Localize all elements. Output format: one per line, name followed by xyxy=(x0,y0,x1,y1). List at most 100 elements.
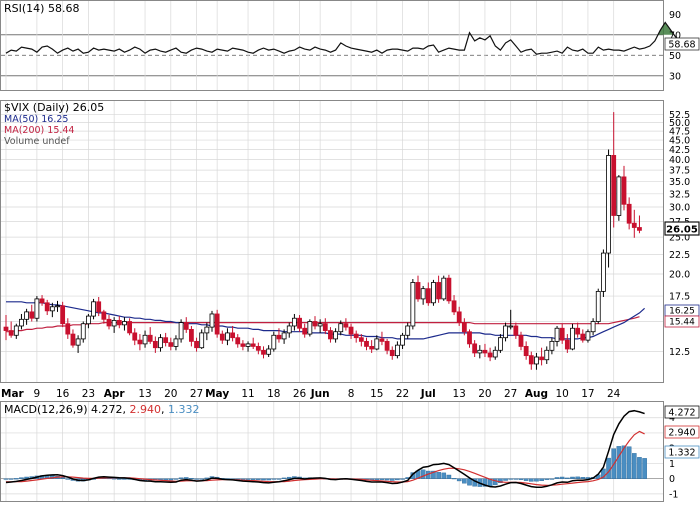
macd-panel: 43210-1 MACD(12,26,9) 4.272, 2.940, 1.33… xyxy=(0,401,700,502)
macd-histogram-bar xyxy=(122,478,127,480)
candle-body-down xyxy=(302,327,308,335)
candle-body-down xyxy=(379,338,385,342)
macd-tick-label: 4 xyxy=(669,413,675,424)
macd-histogram-bar xyxy=(178,477,184,479)
candle-body-up xyxy=(122,321,127,326)
macd-value-hist: 1.332 xyxy=(168,403,200,416)
macd-histogram-bar xyxy=(189,478,194,480)
candle-body-down xyxy=(163,337,169,344)
candle-body-up xyxy=(225,332,230,341)
candle xyxy=(410,279,416,330)
candle-body-up xyxy=(209,313,215,328)
candle-body-up xyxy=(477,349,483,354)
macd-histogram-bar xyxy=(374,478,380,481)
macd-value-signal: 2.940 xyxy=(130,403,162,416)
price-tick-label: 47.5 xyxy=(669,127,690,138)
candle-body-down xyxy=(240,343,246,347)
candle-body-up xyxy=(24,311,30,320)
candle-body-down xyxy=(297,317,302,329)
macd-histogram-bar xyxy=(3,478,9,480)
rsi-title: RSI(14) 58.68 xyxy=(4,2,79,15)
ma50-value-text: 16.25 xyxy=(669,307,695,317)
candle-body-up xyxy=(508,325,514,328)
candle xyxy=(96,296,102,317)
ma200-value-text: 15.44 xyxy=(669,318,695,328)
candle xyxy=(111,317,117,333)
macd-histogram-bar xyxy=(446,474,452,479)
macd-histogram-bar xyxy=(498,478,503,483)
candle xyxy=(34,296,40,322)
candle xyxy=(219,330,225,344)
candle xyxy=(394,341,400,359)
macd-histogram-bar xyxy=(575,476,580,479)
candle-body-up xyxy=(497,337,503,351)
macd-histogram-bar xyxy=(559,476,565,479)
macd-histogram-bar xyxy=(111,478,117,480)
macd-histogram-bar xyxy=(173,478,179,480)
candle xyxy=(19,313,24,330)
candle-body-down xyxy=(369,346,375,350)
candle xyxy=(276,328,282,343)
candle-body-up xyxy=(91,301,96,317)
candle-body-down xyxy=(364,340,369,347)
price-tick-label: 25.0 xyxy=(669,233,690,244)
candle xyxy=(343,318,349,331)
candle-body-down xyxy=(621,176,627,205)
macd-histogram-bar xyxy=(436,472,441,479)
price-tick-label: 45.0 xyxy=(669,136,690,147)
candle xyxy=(606,149,611,268)
candle xyxy=(3,315,9,341)
candle xyxy=(595,288,601,324)
candle-body-down xyxy=(127,321,132,334)
candle xyxy=(91,298,96,320)
candle-body-down xyxy=(322,323,328,331)
date-tick-label: 23 xyxy=(82,388,95,400)
macd-histogram-bar xyxy=(549,478,555,480)
macd-histogram-bar xyxy=(580,477,586,479)
candle xyxy=(621,165,627,211)
candle xyxy=(317,319,323,333)
candle xyxy=(312,316,318,330)
price-title-text: $VIX (Daily) 26.05 xyxy=(4,101,104,114)
candle-body-up xyxy=(606,155,611,254)
candle-body-up xyxy=(80,323,86,340)
candle xyxy=(116,316,122,329)
candle xyxy=(446,274,452,304)
macd-histogram-bar xyxy=(431,470,436,479)
candle-body-up xyxy=(271,334,277,350)
price-tick-label: 30.0 xyxy=(669,203,690,214)
candle-body-up xyxy=(400,334,405,346)
candle-body-up xyxy=(374,338,380,350)
candle-body-down xyxy=(456,311,462,324)
candle xyxy=(29,304,35,322)
candle-body-down xyxy=(343,323,349,328)
rsi-tick-label: 90 xyxy=(669,10,681,21)
price-tick-label: 17.5 xyxy=(669,292,690,303)
candle xyxy=(75,335,81,353)
candle xyxy=(204,322,210,341)
candle xyxy=(122,317,127,331)
candle xyxy=(132,328,138,346)
candle xyxy=(44,299,50,316)
candle-body-up xyxy=(410,282,416,327)
date-tick-label: 8 xyxy=(348,388,355,400)
price-tick-label: 52.5 xyxy=(669,110,690,121)
macd-tick-label: 0 xyxy=(669,474,675,485)
candle-body-up xyxy=(585,331,591,341)
candle-body-down xyxy=(446,277,452,302)
candle xyxy=(523,341,529,360)
macd-histogram-bar xyxy=(60,477,65,479)
candle-body-down xyxy=(528,355,534,365)
macd-value-macd: 4.272 xyxy=(91,403,123,416)
candle-body-up xyxy=(204,326,210,334)
candle-body-up xyxy=(431,282,436,304)
candle-body-up xyxy=(245,343,251,347)
candle-body-down xyxy=(3,326,9,331)
date-tick-label: 15 xyxy=(370,388,383,400)
date-tick-label: 27 xyxy=(504,388,517,400)
candle-body-down xyxy=(472,343,478,354)
candle xyxy=(513,322,519,339)
macd-histogram-bar xyxy=(554,477,560,479)
candle-body-up xyxy=(158,337,163,349)
